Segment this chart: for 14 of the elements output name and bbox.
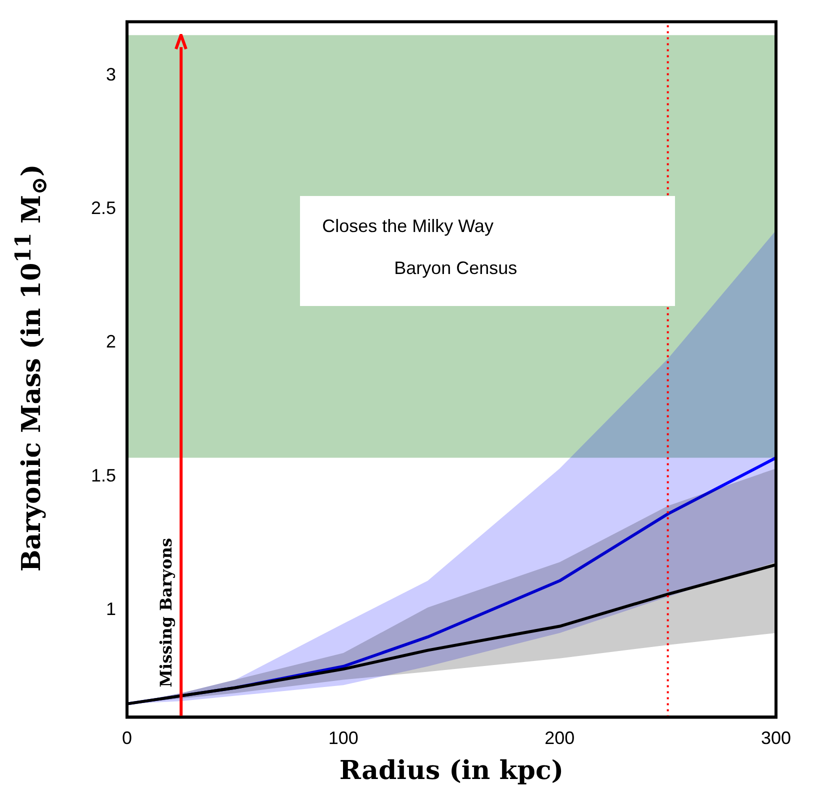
x-tick-label: 200: [544, 728, 575, 748]
y-tick-label: 1: [106, 599, 116, 620]
x-tick-label: 0: [122, 728, 132, 748]
x-axis-title: Radius (in kpc): [339, 756, 564, 786]
y-tick-label: 2.5: [90, 198, 116, 218]
y-tick-label: 1.5: [90, 465, 116, 486]
ref-line-label: Missing Baryons: [156, 538, 176, 688]
y-tick-label: 3: [106, 64, 116, 84]
text-box: Closes the Milky Way Baryon Census: [300, 196, 676, 306]
annotation: Baryon Census: [394, 258, 518, 279]
y-tick-label: 2: [106, 332, 116, 352]
x-tick-label: 100: [328, 728, 358, 748]
x-tick-label: 300: [760, 728, 792, 748]
annotation: Closes the Milky Way: [322, 216, 494, 237]
